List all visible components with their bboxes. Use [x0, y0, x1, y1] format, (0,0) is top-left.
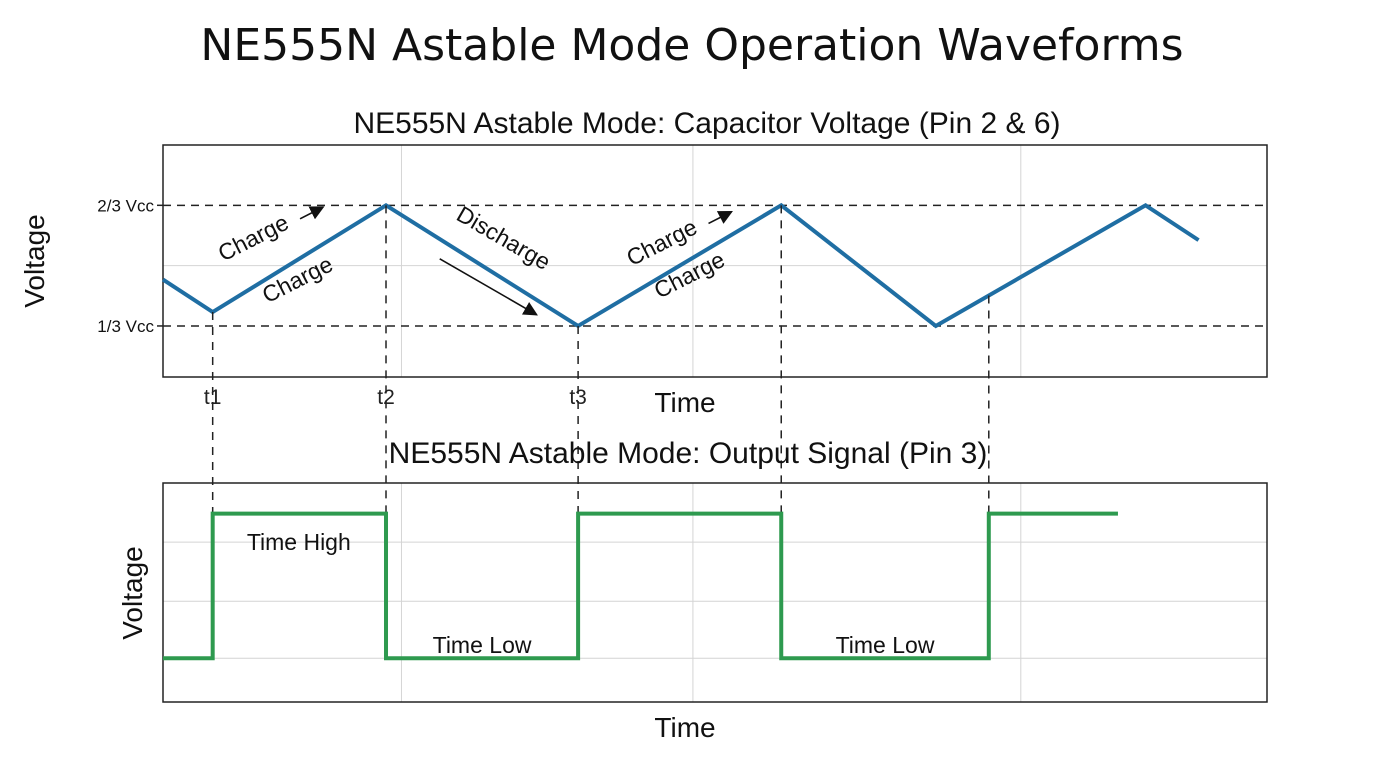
- output-panel: NE555N Astable Mode: Output Signal (Pin …: [117, 437, 1268, 743]
- time-marker-label: t2: [377, 386, 395, 409]
- figure-title: NE555N Astable Mode Operation Waveforms: [200, 20, 1183, 71]
- output-chart-title: NE555N Astable Mode: Output Signal (Pin …: [389, 437, 988, 470]
- capacitor-y-ticks: 2/3 Vcc 1/3 Vcc: [97, 196, 163, 336]
- capacitor-voltage-line: [161, 202, 1200, 329]
- output-signal-line: [163, 511, 1118, 661]
- time-marker-label: t1: [204, 386, 222, 409]
- output-annotation: Time Low: [433, 632, 532, 658]
- output-plot-frame: [162, 482, 1268, 703]
- annotation-arrow: [439, 258, 538, 316]
- capacitor-panel: NE555N Astable Mode: Capacitor Voltage (…: [19, 107, 1268, 418]
- capacitor-grid: [163, 145, 1267, 377]
- capacitor-x-axis-label: Time: [654, 387, 715, 418]
- output-series: [163, 511, 1118, 661]
- y-tick-label: 1/3 Vcc: [97, 317, 154, 336]
- output-annotations: Time High Time Low Time Low: [247, 529, 935, 658]
- output-y-axis-label: Voltage: [117, 546, 148, 639]
- capacitor-plot-frame: [162, 144, 1268, 378]
- output-grid: [163, 483, 1267, 702]
- y-tick-label: 2/3 Vcc: [97, 196, 154, 215]
- annotation-arrow: [299, 206, 325, 220]
- output-annotation: Time Low: [836, 632, 935, 658]
- capacitor-chart-title: NE555N Astable Mode: Capacitor Voltage (…: [353, 107, 1060, 140]
- annotation-arrow: [708, 210, 733, 225]
- capacitor-annotation: Discharge: [452, 201, 555, 275]
- capacitor-annotation: Charge: [214, 209, 293, 266]
- output-x-axis-label: Time: [654, 712, 715, 743]
- output-annotation: Time High: [247, 529, 351, 555]
- time-marker-label: t3: [569, 386, 587, 409]
- capacitor-y-axis-label: Voltage: [19, 214, 50, 307]
- capacitor-reference-lines: [163, 204, 1267, 327]
- capacitor-series: [161, 202, 1200, 329]
